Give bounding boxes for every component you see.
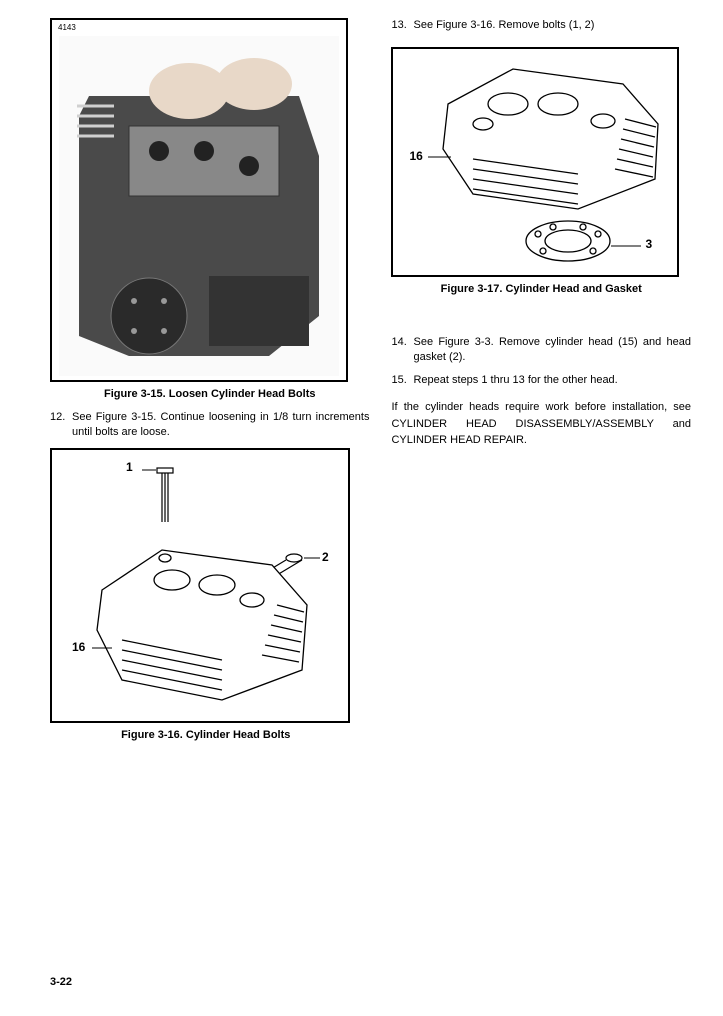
step-13: 13. See Figure 3-16. Remove bolts (1, 2) bbox=[391, 18, 691, 33]
step-14-number: 14. bbox=[391, 335, 413, 365]
fig316-label-2: 2 bbox=[322, 550, 329, 564]
step-15-number: 15. bbox=[391, 373, 413, 388]
figure-3-15-photo-box: 4143 bbox=[50, 18, 348, 382]
step-14-text: See Figure 3-3. Remove cylinder head (15… bbox=[413, 335, 691, 365]
page-number: 3-22 bbox=[50, 976, 72, 988]
photo-id: 4143 bbox=[58, 23, 340, 32]
step-12: 12. See Figure 3-15. Continue loosening … bbox=[50, 410, 369, 440]
installation-note: If the cylinder heads require work befor… bbox=[391, 399, 691, 449]
figure-3-17-diagram bbox=[393, 49, 677, 275]
fig317-label-3: 3 bbox=[645, 237, 652, 251]
figure-3-15-photo bbox=[58, 36, 340, 376]
figure-3-16-caption: Figure 3-16. Cylinder Head Bolts bbox=[42, 729, 369, 741]
figure-3-16-diagram bbox=[52, 450, 348, 721]
step-15-text: Repeat steps 1 thru 13 for the other hea… bbox=[413, 373, 691, 388]
step-12-number: 12. bbox=[50, 410, 72, 440]
fig317-label-16: 16 bbox=[409, 149, 422, 163]
step-14: 14. See Figure 3-3. Remove cylinder head… bbox=[391, 335, 691, 365]
right-column: 13. See Figure 3-16. Remove bolts (1, 2) bbox=[391, 18, 691, 751]
figure-3-17-caption: Figure 3-17. Cylinder Head and Gasket bbox=[391, 283, 691, 295]
left-column: 4143 bbox=[50, 18, 369, 751]
figure-3-15-caption: Figure 3-15. Loosen Cylinder Head Bolts bbox=[50, 388, 369, 400]
step-13-text: See Figure 3-16. Remove bolts (1, 2) bbox=[413, 18, 691, 33]
step-13-number: 13. bbox=[391, 18, 413, 33]
fig316-label-16: 16 bbox=[72, 640, 85, 654]
figure-3-17-diagram-box: 16 3 bbox=[391, 47, 679, 277]
step-15: 15. Repeat steps 1 thru 13 for the other… bbox=[391, 373, 691, 388]
fig316-label-1: 1 bbox=[126, 460, 133, 474]
figure-3-16-diagram-box: 1 2 16 bbox=[50, 448, 350, 723]
step-12-text: See Figure 3-15. Continue loosening in 1… bbox=[72, 410, 369, 440]
